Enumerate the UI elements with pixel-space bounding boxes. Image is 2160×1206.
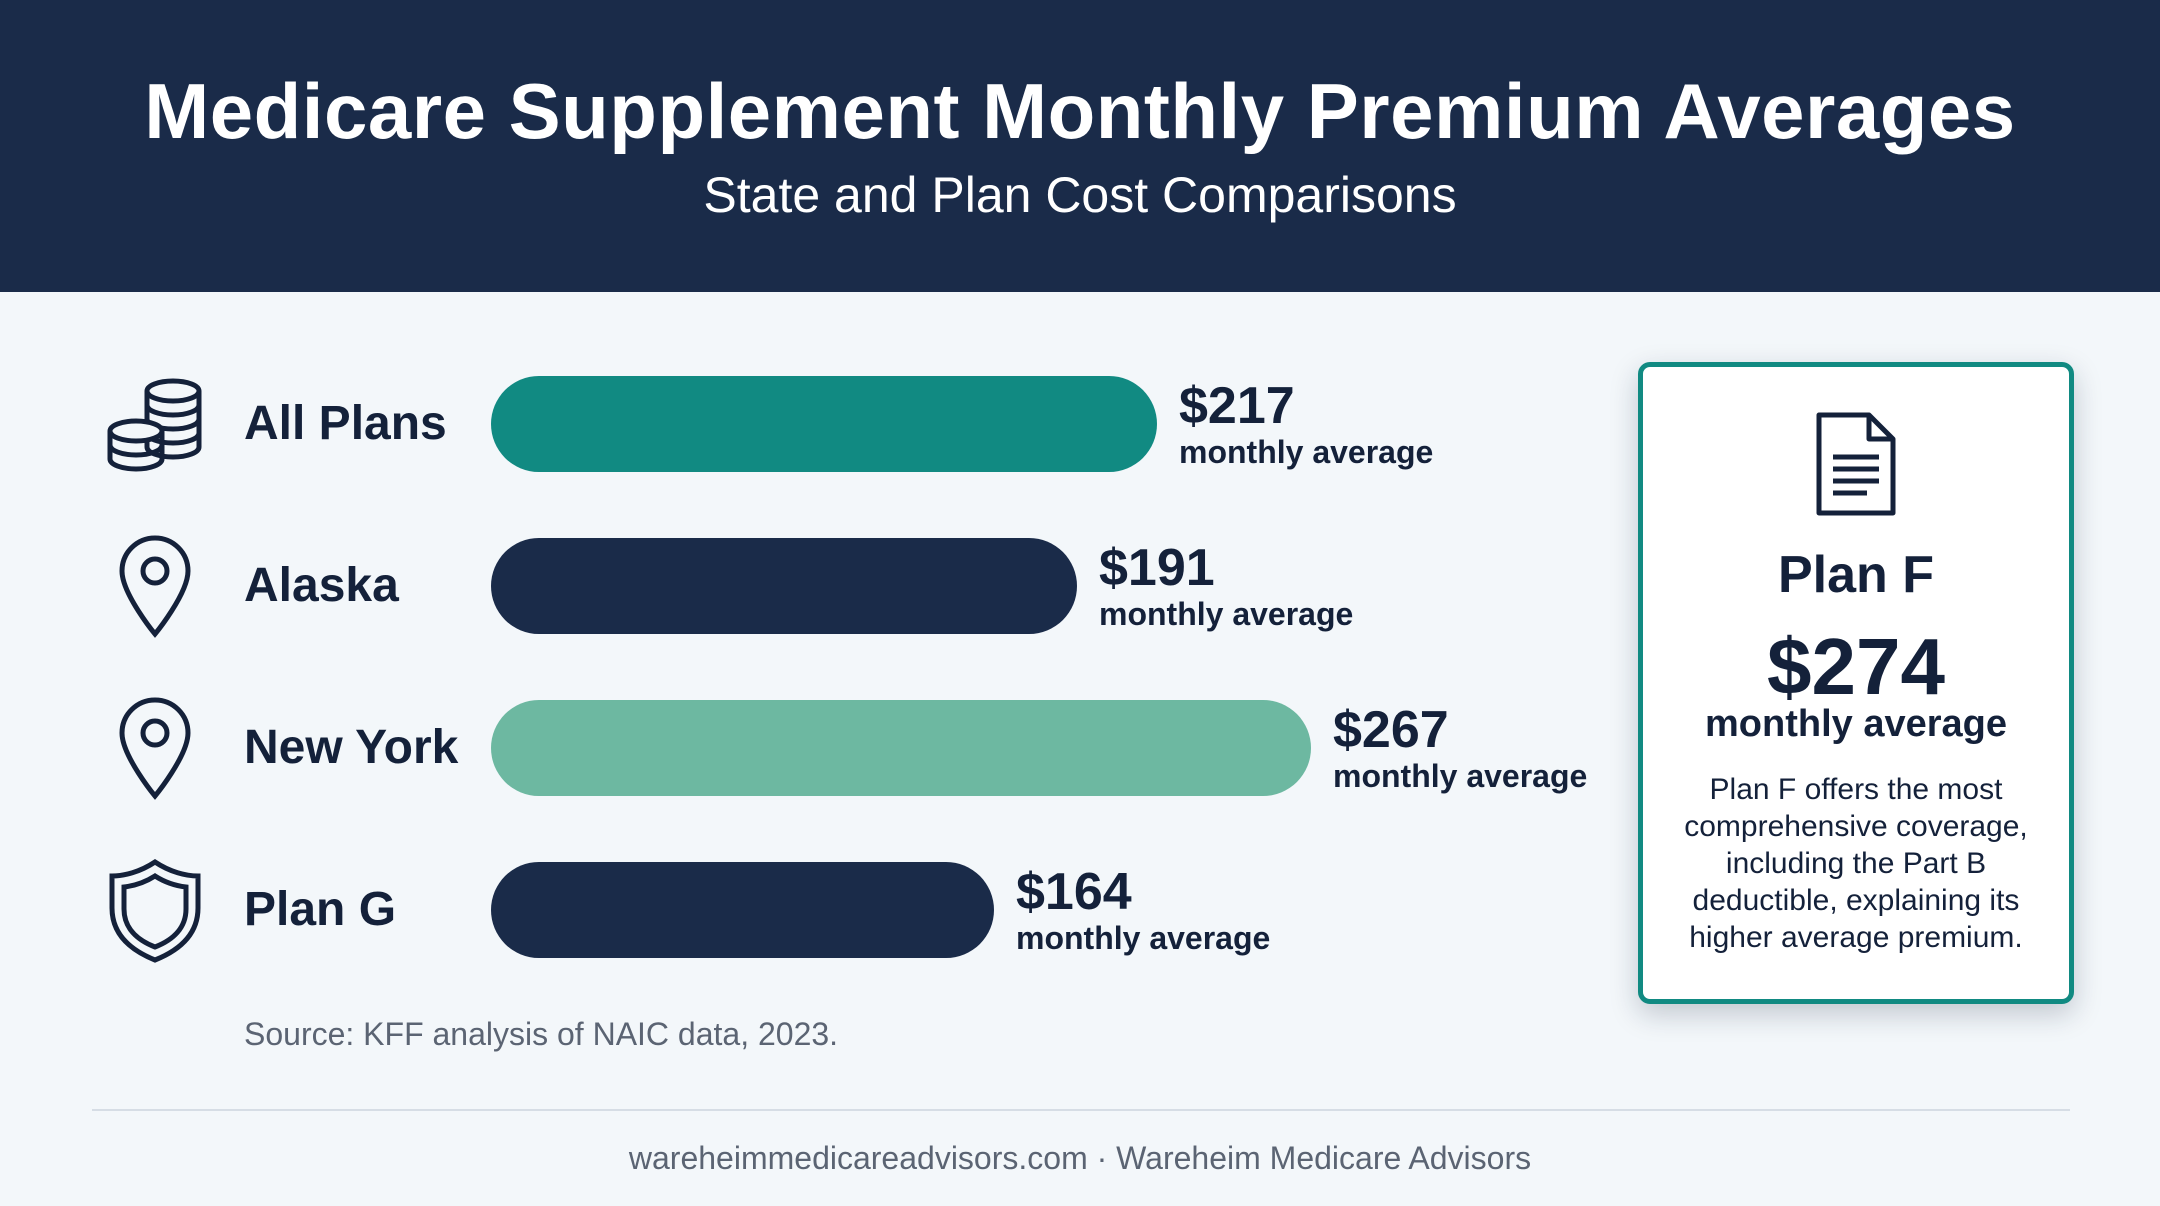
bar-all-plans <box>491 376 1157 472</box>
value-alaska: $191 <box>1099 539 1215 597</box>
row-label-plan-g: Plan G <box>244 883 397 936</box>
source-note: Source: KFF analysis of NAIC data, 2023. <box>244 1016 839 1052</box>
card-value: $274 <box>1767 622 1945 711</box>
card-caption: monthly average <box>1705 703 2007 745</box>
bar-plan-g <box>491 862 994 958</box>
document-icon <box>1811 409 1901 519</box>
page-title: Medicare Supplement Monthly Premium Aver… <box>144 67 2016 155</box>
card-description: Plan F offers the most comprehensive cov… <box>1684 773 2028 954</box>
bar-new-york <box>491 700 1311 796</box>
card-title: Plan F <box>1777 546 1935 604</box>
bar-alaska <box>491 538 1077 634</box>
footer-text: wareheimmedicareadvisors.com · Wareheim … <box>628 1140 1532 1176</box>
header-banner: Medicare Supplement Monthly Premium Aver… <box>0 0 2160 292</box>
value-caption-all-plans: monthly average <box>1179 434 1434 470</box>
location-pin-icon <box>100 530 210 640</box>
row-label-alaska: Alaska <box>244 559 399 612</box>
footer-divider <box>92 1109 2070 1111</box>
row-label-all-plans: All Plans <box>244 397 447 450</box>
page-subtitle: State and Plan Cost Comparisons <box>703 167 1457 223</box>
location-pin-icon <box>100 692 210 802</box>
row-label-new-york: New York <box>244 721 459 774</box>
value-caption-alaska: monthly average <box>1099 596 1354 632</box>
shield-icon <box>100 856 210 966</box>
plan-f-card: Plan F $274 monthly average Plan F offer… <box>1638 362 2074 1004</box>
coins-icon <box>100 368 210 478</box>
value-caption-new-york: monthly average <box>1333 758 1588 794</box>
value-plan-g: $164 <box>1016 863 1132 921</box>
value-all-plans: $217 <box>1179 377 1295 435</box>
value-new-york: $267 <box>1333 701 1449 759</box>
value-caption-plan-g: monthly average <box>1016 920 1271 956</box>
